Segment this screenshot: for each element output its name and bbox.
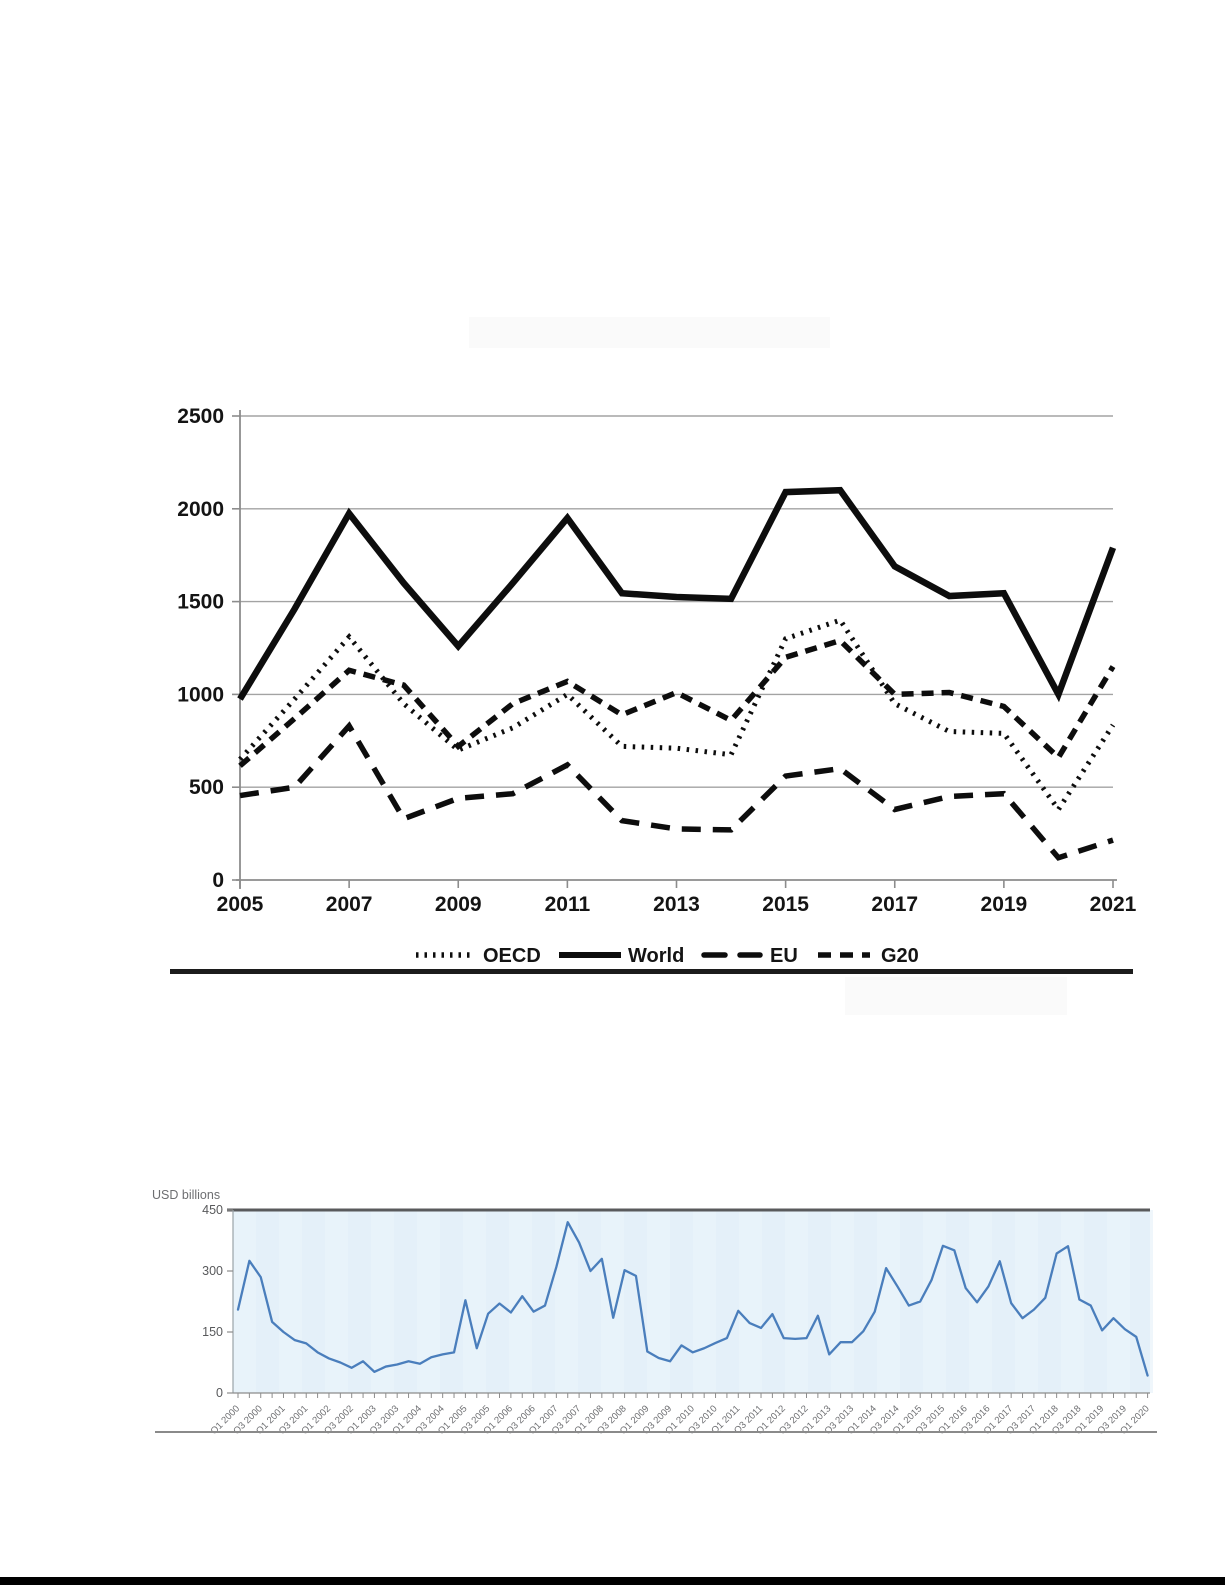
plot-band <box>302 1210 325 1393</box>
series-line-oecd <box>238 617 1116 814</box>
y-tick-label: 150 <box>202 1325 223 1339</box>
plot-band <box>486 1210 509 1393</box>
x-tick-label: 2019 <box>981 893 1028 916</box>
x-tick-label: 2007 <box>326 893 373 916</box>
y-tick-label: 0 <box>216 1386 223 1400</box>
plot-band <box>1130 1210 1153 1393</box>
plot-band <box>716 1210 739 1393</box>
plot-band <box>762 1210 785 1393</box>
plot-band <box>1084 1210 1107 1393</box>
plot-band <box>808 1210 831 1393</box>
legend-item-g20: G20 <box>818 945 919 967</box>
y-tick-label: 2500 <box>177 405 224 428</box>
plot-band <box>578 1210 601 1393</box>
y-axis-title: USD billions <box>152 1188 220 1202</box>
y-tick-label: 300 <box>202 1264 223 1278</box>
page-bottom-bar <box>0 1577 1225 1585</box>
redacted-title-box <box>469 317 830 348</box>
x-tick-label: 2021 <box>1090 893 1137 916</box>
plot-band <box>532 1210 555 1393</box>
legend-label: EU <box>770 945 798 967</box>
footer-rule <box>155 1431 1157 1433</box>
plot-band <box>854 1210 877 1393</box>
legend: OECD World EU G20 <box>416 945 919 967</box>
legend-divider-rule <box>170 969 1133 974</box>
x-tick-label: 2015 <box>762 893 809 916</box>
y-tick-label: 500 <box>189 776 224 799</box>
legend-item-oecd: OECD <box>416 945 541 967</box>
legend-label: OECD <box>483 945 541 967</box>
x-tick-label: 2011 <box>545 893 591 916</box>
plot-band <box>900 1210 923 1393</box>
y-tick-label: 450 <box>202 1203 223 1217</box>
plot-band <box>348 1210 371 1393</box>
y-tick-label: 1500 <box>177 591 224 614</box>
y-tick-label: 2000 <box>177 498 224 521</box>
series-line-world <box>237 486 1117 703</box>
plot-band <box>670 1210 693 1393</box>
annual-flows-chart: 0 500 1000 1500 2000 2500 2005 2007 2009 2011 2013… <box>177 405 1136 967</box>
x-tick-label: 2009 <box>435 893 482 916</box>
y-tick-label: 0 <box>212 869 224 892</box>
legend-item-world: World <box>559 945 684 967</box>
legend-label: World <box>628 945 684 967</box>
x-tick-label: 2013 <box>653 893 700 916</box>
series-line-eu <box>239 721 1114 861</box>
x-tick-label: 2017 <box>871 893 918 916</box>
y-tick-label: 1000 <box>177 683 224 706</box>
plot-band <box>992 1210 1015 1393</box>
plot-band <box>440 1210 463 1393</box>
plot-band <box>624 1210 647 1393</box>
plot-band <box>394 1210 417 1393</box>
redacted-caption-box <box>845 977 1067 1015</box>
series-line-quarterly <box>236 1221 1149 1377</box>
legend-item-eu: EU <box>701 945 798 967</box>
x-tick-label: 2005 <box>217 893 264 916</box>
legend-label: G20 <box>881 945 919 967</box>
plot-band <box>946 1210 969 1393</box>
series-line-g20 <box>238 637 1116 768</box>
